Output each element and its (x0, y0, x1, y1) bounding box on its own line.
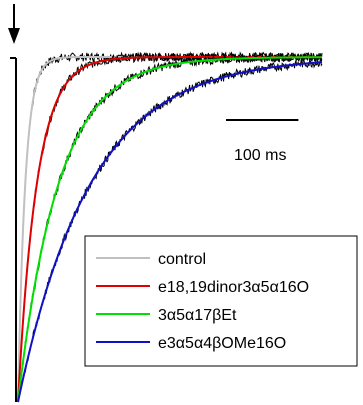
series-1-legend-label: e18,19dinor3α5α16O (158, 279, 309, 296)
series-3-data-trace (17, 58, 323, 403)
baseline-bracket (10, 57, 17, 402)
scale-bar: 100 ms (226, 119, 299, 164)
series-2-legend-label: 3α5α17βEt (158, 307, 237, 324)
series-3-legend-label: e3α5α4βOMe16O (158, 335, 286, 352)
traces (17, 51, 323, 403)
stimulus-arrow-icon (8, 4, 20, 44)
series-3-fit-line (17, 61, 323, 403)
scale-bar-label: 100 ms (234, 147, 286, 164)
legend: control e18,19dinor3α5α16O 3α5α17βEt e3α5α4… (84, 235, 358, 367)
series-0-legend-label: control (158, 251, 206, 268)
series-2-fit-line (17, 56, 322, 403)
